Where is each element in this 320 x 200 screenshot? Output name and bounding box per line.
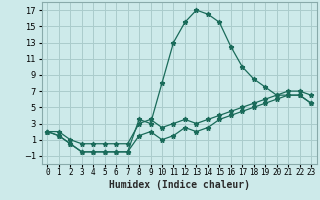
X-axis label: Humidex (Indice chaleur): Humidex (Indice chaleur)	[109, 180, 250, 190]
